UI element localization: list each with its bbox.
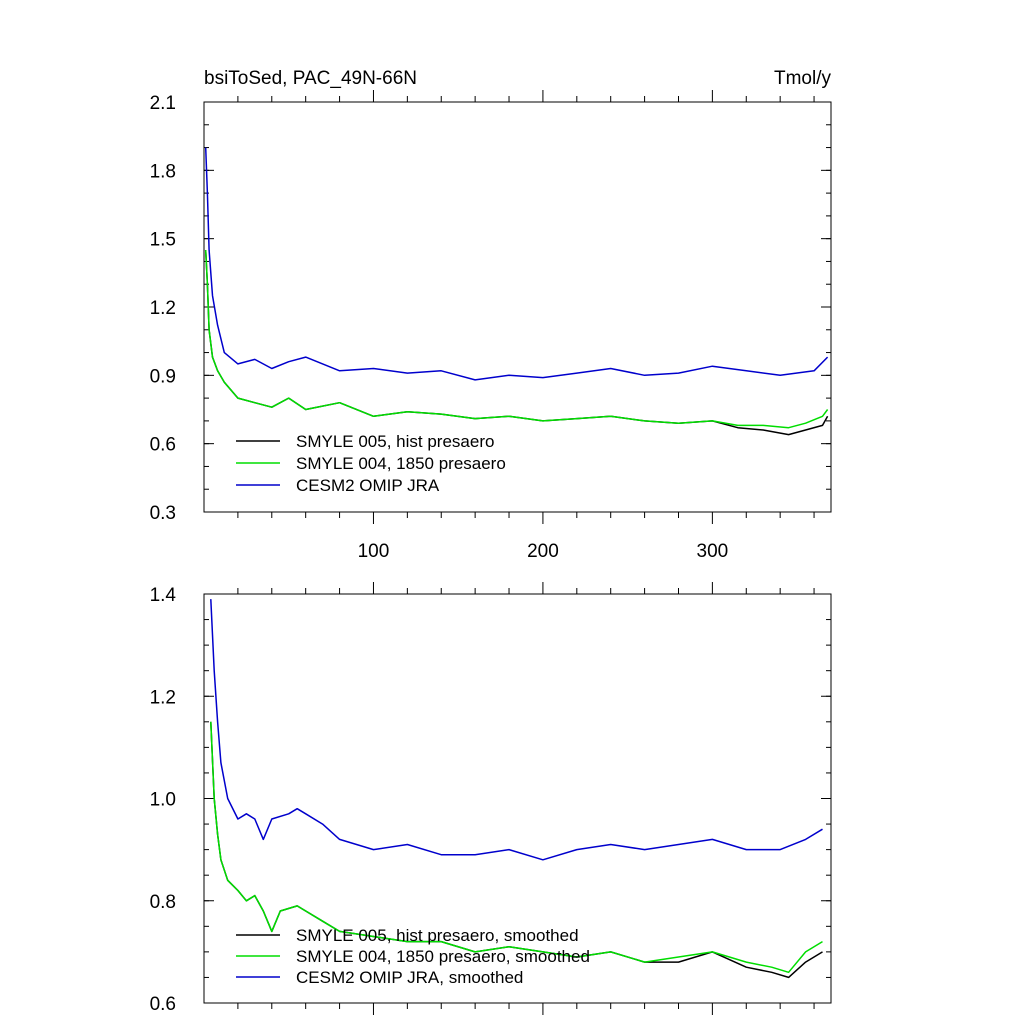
chart-title: bsiToSed, PAC_49N-66N [204,68,417,89]
x-tick-label: 100 [358,541,390,562]
series-line-2 [210,721,823,974]
y-tick-label: 1.2 [150,298,176,319]
y-tick-label: 1.4 [150,585,177,606]
y-tick-label: 2.1 [150,93,176,114]
legend-label: SMYLE 004, 1850 presaero [296,454,506,473]
y-tick-label: 0.9 [150,366,176,387]
y-tick-label: 1.8 [150,161,176,182]
y-tick-label: 1.2 [150,687,176,708]
y-tick-label: 1.5 [150,230,176,251]
x-tick-label: 300 [697,541,729,562]
y-tick-label: 0.6 [150,435,176,456]
series-line-2 [204,250,829,429]
legend-label: CESM2 OMIP JRA, smoothed [296,968,523,987]
legend-label: SMYLE 004, 1850 presaero, smoothed [296,947,590,966]
chart-units-label: Tmol/y [774,68,832,89]
y-tick-label: 1.0 [150,790,176,811]
bottom-panel: 0.6 0.8 1.0 1.2 1.4 SMYLE 005, hist presaero,… [150,582,832,1015]
series-line-3 [210,599,823,861]
series-line-3 [204,147,829,381]
legend-label: CESM2 OMIP JRA [296,476,440,495]
x-tick-label: 200 [527,541,559,562]
legend-label: SMYLE 005, hist presaero, smoothed [296,926,579,945]
series-line-1 [204,250,829,436]
top-panel: 0.3 0.6 0.9 1.2 1.5 1.8 2.1 100 200 300 SMYLE 005,… [150,90,832,562]
y-tick-label: 0.8 [150,892,176,913]
legend-label: SMYLE 005, hist presaero [296,432,494,451]
y-tick-label: 0.3 [150,503,176,524]
y-tick-label: 0.6 [150,994,176,1015]
